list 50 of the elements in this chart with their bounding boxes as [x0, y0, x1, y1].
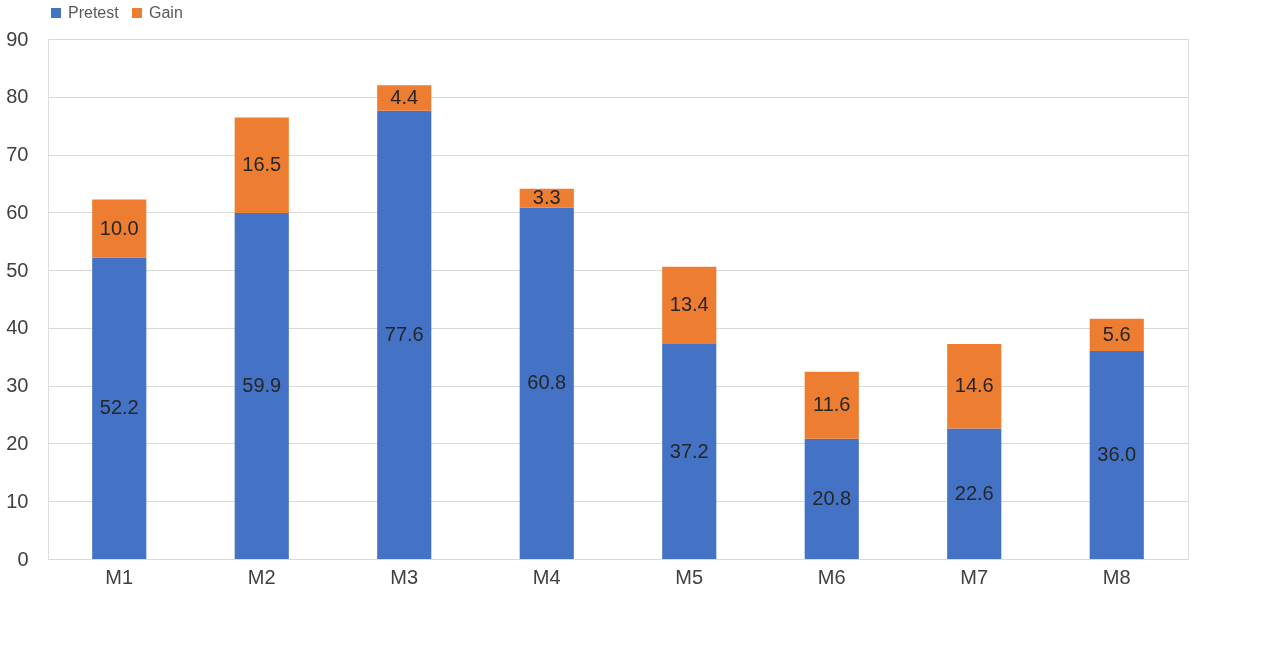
data-label: 77.6: [384, 322, 424, 345]
data-label: 52.2: [99, 396, 139, 419]
data-label: 13.4: [669, 293, 709, 316]
data-label: 5.6: [1102, 322, 1131, 345]
y-tick-label: 20: [6, 431, 29, 454]
bar: [662, 266, 717, 345]
x-tick-label: M4: [532, 565, 561, 588]
y-tick-label: 90: [6, 27, 29, 50]
bar: [92, 199, 147, 258]
x-tick-label: M2: [247, 565, 276, 588]
data-label: 14.6: [954, 374, 994, 397]
bar: [804, 438, 859, 559]
x-tick-label: M8: [1102, 565, 1131, 588]
bar: [234, 212, 289, 559]
data-label: 60.8: [527, 371, 567, 394]
data-label: 37.2: [669, 439, 709, 462]
y-tick-label: 30: [6, 374, 29, 397]
bar: [377, 85, 432, 111]
x-tick-label: M3: [390, 565, 419, 588]
data-label: 59.9: [242, 373, 282, 396]
y-tick-label: 80: [6, 85, 29, 108]
y-tick-label: 60: [6, 200, 29, 223]
data-label: 36.0: [1097, 443, 1137, 465]
bar: [804, 371, 859, 439]
data-label: 3.3: [532, 186, 561, 209]
bar: [1089, 351, 1144, 559]
legend-label: Pretest: [68, 4, 120, 21]
bar: [234, 117, 289, 213]
data-label: 22.6: [954, 481, 994, 504]
x-tick-label: M6: [817, 565, 846, 588]
y-tick-label: 10: [6, 489, 29, 512]
bar: [92, 257, 147, 559]
data-label: 11.6: [813, 393, 851, 416]
y-tick-label: 50: [6, 258, 29, 281]
legend-label: Gain: [149, 4, 183, 21]
x-tick-label: M1: [105, 565, 134, 588]
y-tick-label: 40: [6, 316, 29, 339]
x-tick-label: M7: [960, 565, 989, 588]
bar: [662, 344, 717, 559]
data-label: 20.8: [812, 486, 852, 509]
y-tick-label: 70: [6, 143, 29, 166]
bar: [377, 110, 432, 559]
x-tick-label: M5: [675, 565, 704, 588]
y-tick-label: 0: [17, 547, 29, 570]
bar: [947, 344, 1002, 429]
data-label: 10.0: [99, 216, 139, 239]
data-label: 16.5: [242, 153, 282, 176]
bar: [519, 207, 574, 559]
data-label: 4.4: [390, 85, 419, 108]
bar: [947, 428, 1002, 559]
